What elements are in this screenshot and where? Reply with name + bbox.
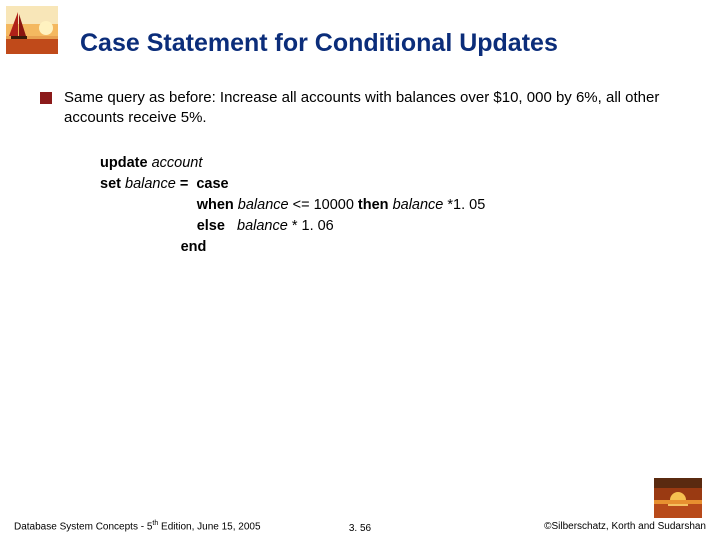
slide: Case Statement for Conditional Updates S… [0, 0, 720, 540]
footer-left: Database System Concepts - 5th Edition, … [14, 520, 261, 532]
bullet-text: Same query as before: Increase all accou… [64, 88, 680, 129]
footer-right: ©Silberschatz, Korth and Sudarshan [544, 521, 706, 532]
code-line-4: else balance * 1. 06 [100, 216, 680, 237]
bullet-square-icon [40, 92, 52, 104]
bullet-item: Same query as before: Increase all accou… [40, 88, 680, 129]
sailboat-sunset-icon [6, 6, 58, 54]
slide-body: Same query as before: Increase all accou… [40, 88, 680, 258]
code-line-2: set balance = case [100, 174, 680, 195]
code-block: update account set balance = case when b… [100, 153, 680, 258]
code-line-3: when balance <= 10000 then balance *1. 0… [100, 195, 680, 216]
slide-title: Case Statement for Conditional Updates [80, 29, 700, 58]
code-line-1: update account [100, 153, 680, 174]
code-line-5: end [100, 237, 680, 258]
footer-center: 3. 56 [349, 523, 371, 534]
sunset-icon [654, 478, 702, 518]
